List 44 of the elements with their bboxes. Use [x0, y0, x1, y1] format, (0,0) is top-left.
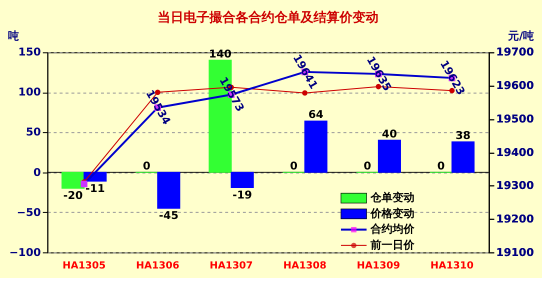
bar — [157, 172, 180, 209]
x-tick-label: HA1307 — [210, 260, 254, 272]
legend-label: 价格变动 — [370, 206, 415, 220]
y2-tick-label: 19600 — [496, 79, 534, 92]
y-tick-label: −100 — [9, 246, 42, 259]
x-tick-label: HA1308 — [283, 260, 327, 272]
y-tick-label: −50 — [16, 206, 42, 219]
data-label: 64 — [308, 108, 324, 122]
data-label: -19 — [232, 188, 252, 202]
y2-axis-title: 元/吨 — [507, 29, 534, 42]
bar — [230, 172, 254, 188]
data-label: -20 — [63, 189, 84, 202]
legend-label: 仓单变动 — [370, 191, 415, 204]
data-label: -45 — [158, 209, 178, 222]
x-tick-label: HA1310 — [430, 260, 474, 272]
y-tick-label: 150 — [18, 46, 42, 59]
y2-tick-label: 19700 — [496, 46, 534, 59]
data-label: 0 — [364, 159, 372, 172]
x-tick-label: HA1306 — [136, 260, 180, 272]
data-label: -11 — [85, 182, 105, 195]
y2-tick-label: 19400 — [496, 146, 534, 159]
data-label: 0 — [290, 159, 298, 172]
legend-label: 合约均价 — [370, 222, 416, 236]
y2-tick-label: 19100 — [496, 246, 534, 259]
y-tick-label: 50 — [26, 126, 42, 139]
bar — [304, 120, 328, 173]
legend-label: 前一日价 — [370, 238, 416, 252]
chart-title: 当日电子撮合各合约仓单及结算价变动 — [158, 10, 379, 26]
data-label: 38 — [455, 128, 471, 142]
data-label: 0 — [437, 159, 446, 172]
x-tick-label: HA1305 — [62, 260, 106, 272]
y2-tick-label: 19300 — [496, 179, 534, 192]
y-tick-label: 100 — [18, 86, 42, 99]
y2-tick-label: 19200 — [496, 212, 534, 226]
point — [302, 90, 308, 96]
y-tick-label: 0 — [33, 166, 42, 179]
bar — [378, 140, 401, 173]
bar — [62, 172, 85, 189]
y2-tick-label: 19500 — [496, 112, 534, 126]
data-label: 0 — [142, 159, 151, 172]
data-label: 40 — [382, 127, 398, 140]
y-axis-title: 吨 — [8, 29, 19, 42]
x-tick-label: HA1309 — [356, 260, 400, 272]
bar — [452, 141, 475, 173]
